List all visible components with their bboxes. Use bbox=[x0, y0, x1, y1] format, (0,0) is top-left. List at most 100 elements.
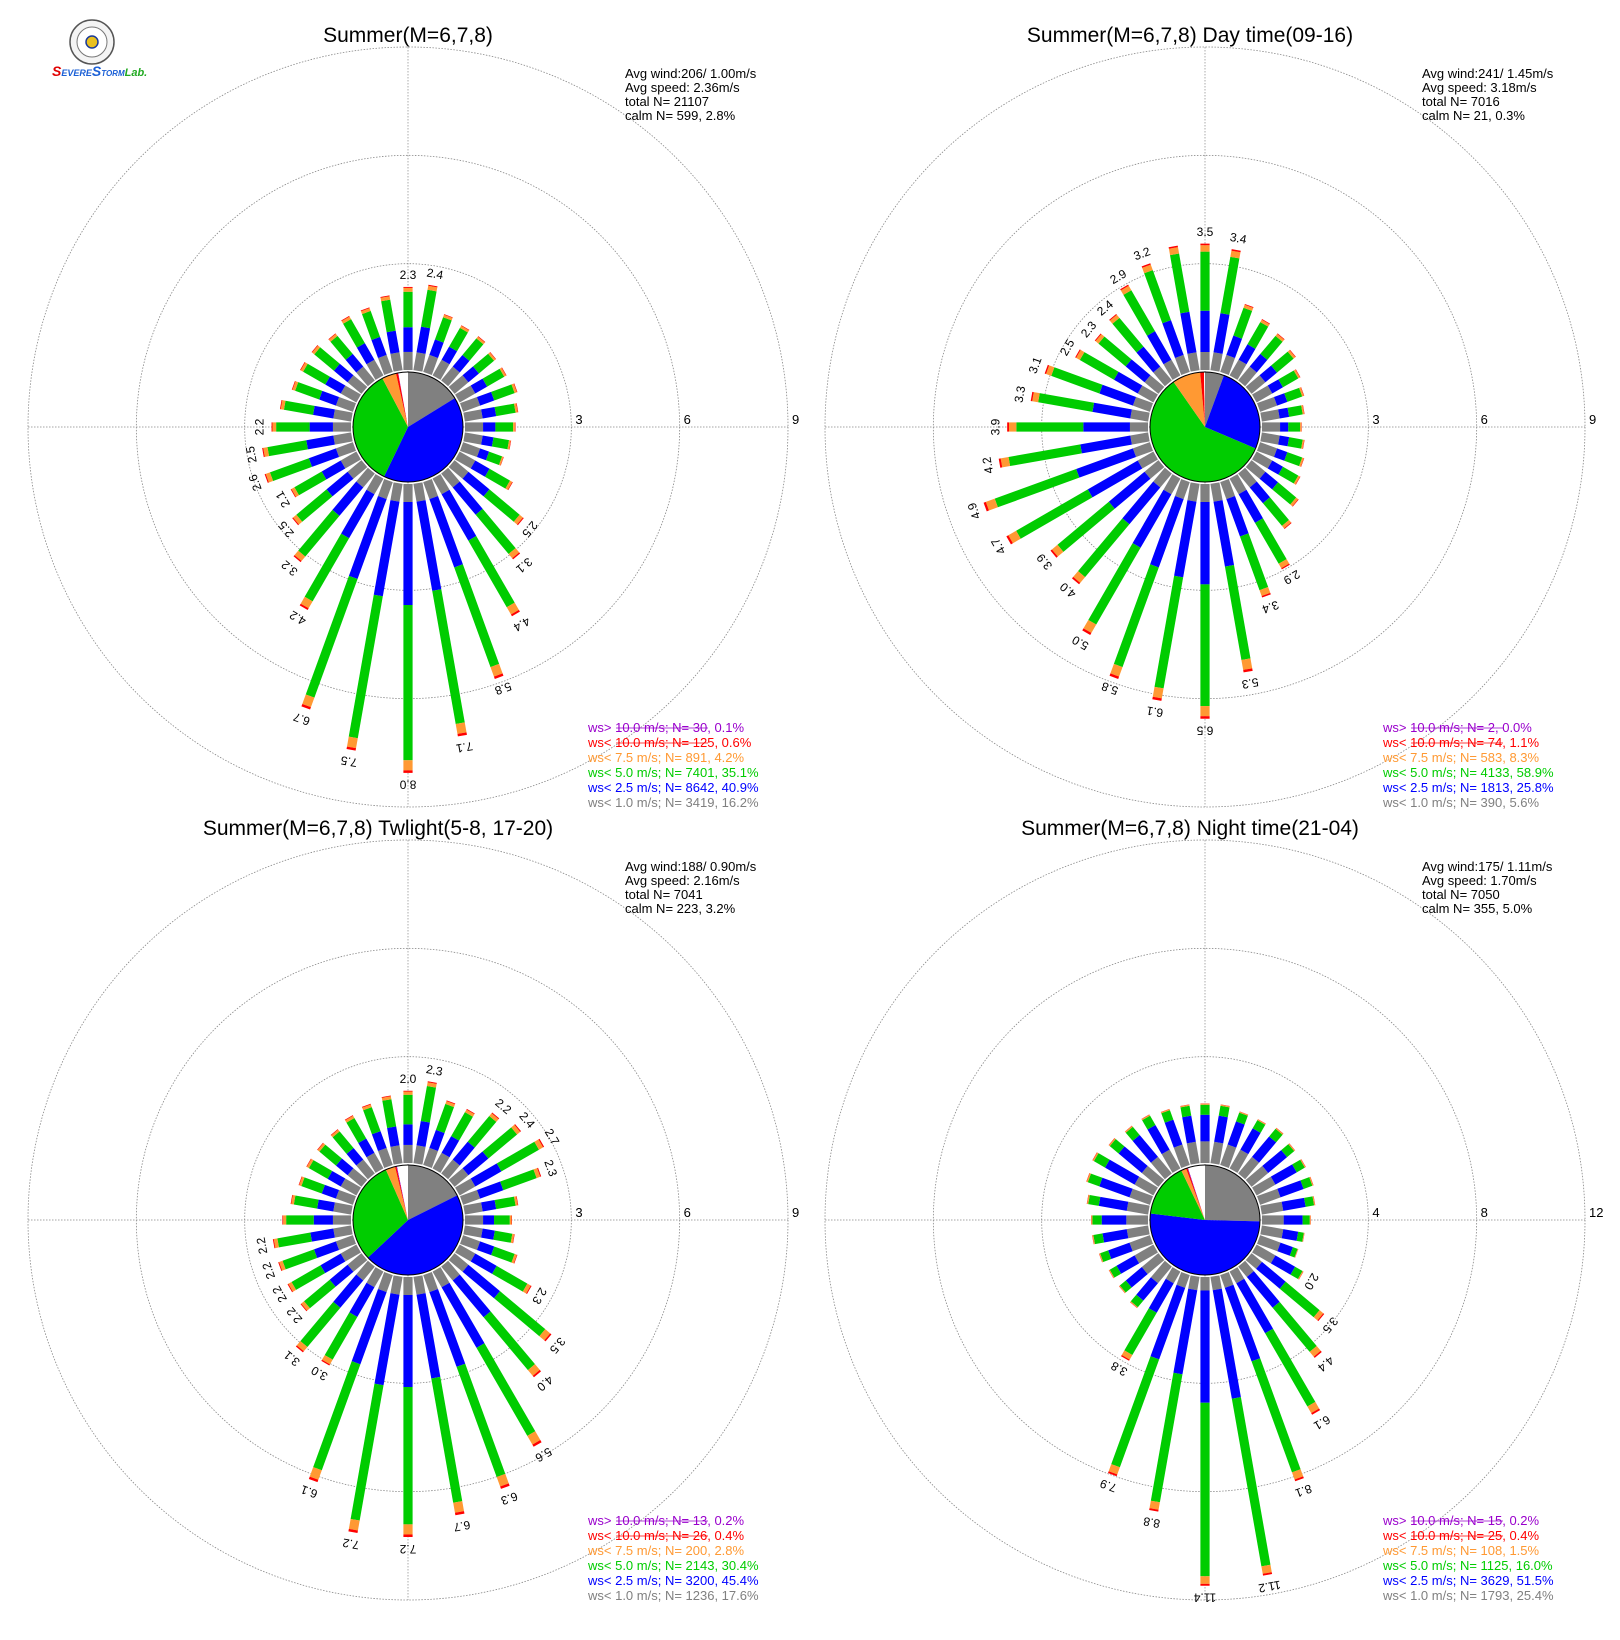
pie-slice-calm bbox=[1188, 1165, 1205, 1220]
bar-segment-lt7_5 bbox=[1091, 1215, 1093, 1225]
bar-segment-lt10 bbox=[1284, 522, 1292, 529]
bar-segment-lt10 bbox=[1121, 1355, 1130, 1361]
bar-segment-lt2_5 bbox=[1136, 1277, 1158, 1301]
direction-bar: 8.0 bbox=[399, 484, 416, 792]
bar-segment-lt7_5 bbox=[1309, 1176, 1314, 1186]
bar-value-label: 6.5 bbox=[1196, 724, 1213, 738]
ring-label: 9 bbox=[792, 412, 799, 427]
bar-segment-lt7_5 bbox=[341, 316, 352, 324]
direction-bar: 2.4 bbox=[1094, 297, 1172, 387]
bar-segment-lt5 bbox=[1170, 253, 1190, 314]
bar-segment-lt2_5 bbox=[346, 1147, 364, 1166]
direction-bar bbox=[1160, 1108, 1190, 1169]
bar-segment-lt5 bbox=[491, 384, 515, 401]
bar-segment-lt2_5 bbox=[1122, 481, 1161, 525]
bar-segment-lt10 bbox=[1262, 1572, 1273, 1576]
bar-segment-lt2_5 bbox=[341, 489, 375, 539]
direction-bar: 3.3 bbox=[1012, 385, 1150, 422]
bar-segment-lt2_5 bbox=[462, 1264, 500, 1299]
bar-segment-lt10 bbox=[272, 1239, 276, 1249]
bar-segment-lt10 bbox=[507, 481, 513, 491]
bar-segment-lt1 bbox=[441, 1159, 460, 1180]
bar-segment-lt5 bbox=[286, 1215, 314, 1225]
bar-segment-lt7_5 bbox=[1119, 1285, 1126, 1294]
bar-segment-lt1 bbox=[1229, 359, 1247, 380]
bar-segment-lt7_5 bbox=[360, 308, 371, 315]
bar-segment-lt7_5 bbox=[443, 314, 453, 321]
bar-segment-lt5 bbox=[431, 1376, 463, 1503]
bar-segment-lt2_5 bbox=[481, 435, 494, 447]
bar-segment-lt7_5 bbox=[1120, 285, 1132, 295]
bar-segment-lt10 bbox=[1313, 1196, 1316, 1206]
bar-segment-lt5 bbox=[484, 468, 511, 489]
bar-segment-lt1 bbox=[340, 1244, 361, 1262]
bar-segment-lt5 bbox=[1279, 1281, 1320, 1318]
bar-segment-lt2_5 bbox=[481, 1200, 497, 1212]
bar-segment-lt7_5 bbox=[301, 1301, 310, 1311]
ring-label: 4 bbox=[1372, 1205, 1379, 1220]
bar-segment-lt5 bbox=[1109, 1265, 1122, 1278]
bar-segment-lt5 bbox=[403, 1094, 413, 1125]
bar-segment-lt5 bbox=[1272, 482, 1297, 505]
bar-segment-lt1 bbox=[403, 1277, 413, 1296]
bar-segment-lt5 bbox=[449, 327, 468, 352]
bar-segment-lt1 bbox=[1165, 1267, 1181, 1284]
ring-label: 3 bbox=[575, 412, 582, 427]
direction-bar bbox=[1260, 432, 1305, 449]
bar-segment-lt5 bbox=[1304, 1196, 1315, 1207]
bar-segment-lt2_5 bbox=[313, 405, 335, 419]
bar-segment-lt1 bbox=[378, 354, 393, 376]
legend-entry-lt10: ws< 10.0 m/s; N= 125, 0.6% bbox=[587, 735, 752, 750]
bar-segment-lt10 bbox=[403, 1090, 413, 1092]
bar-segment-lt10 bbox=[446, 1100, 456, 1105]
bar-segment-lt7_5 bbox=[291, 487, 299, 497]
bar-segment-lt5 bbox=[483, 489, 520, 522]
bar-segment-lt7_5 bbox=[527, 1364, 540, 1376]
bar-segment-lt5 bbox=[1093, 1153, 1110, 1168]
bar-segment-lt7_5 bbox=[1142, 264, 1153, 274]
ring-label: 9 bbox=[792, 1205, 799, 1220]
bar-segment-lt10 bbox=[361, 1103, 371, 1108]
direction-bar bbox=[1256, 442, 1305, 467]
bar-segment-lt7_5 bbox=[509, 1215, 512, 1225]
bar-segment-lt5 bbox=[1088, 1195, 1101, 1206]
bar-value-label: 4.0 bbox=[1057, 579, 1079, 601]
bar-segment-lt10 bbox=[1261, 319, 1270, 325]
bar-segment-lt1 bbox=[448, 1168, 469, 1187]
bar-segment-lt2_5 bbox=[462, 471, 490, 497]
bar-segment-lt1 bbox=[1141, 1253, 1165, 1275]
bar-segment-lt2_5 bbox=[1102, 1229, 1129, 1243]
direction-bar bbox=[1220, 1111, 1249, 1169]
bar-segment-lt5 bbox=[485, 451, 503, 465]
bar-segment-lt2_5 bbox=[1147, 331, 1172, 365]
bar-segment-lt2_5 bbox=[321, 1184, 340, 1199]
bar-segment-lt1 bbox=[413, 1145, 426, 1165]
bar-segment-lt2_5 bbox=[1226, 495, 1249, 537]
legend-entry-lt1: ws< 1.0 m/s; N= 3419, 16.2% bbox=[587, 795, 759, 810]
info-avg-wind: Avg wind:175/ 1.11m/s bbox=[1422, 859, 1553, 874]
bar-segment-lt7_5 bbox=[514, 1196, 518, 1206]
bar-segment-lt2_5 bbox=[1125, 1267, 1148, 1288]
info-calm: calm N= 21, 0.3% bbox=[1422, 108, 1525, 123]
bar-segment-lt5 bbox=[434, 317, 452, 343]
bar-segment-lt2_5 bbox=[1262, 1150, 1288, 1173]
bar-segment-lt10 bbox=[1239, 1111, 1249, 1115]
bar-segment-lt2_5 bbox=[1246, 1271, 1280, 1308]
direction-bar bbox=[432, 1108, 475, 1173]
bar-segment-lt7_5 bbox=[496, 1473, 509, 1487]
bar-segment-lt10 bbox=[1086, 1194, 1089, 1204]
bar-segment-lt2_5 bbox=[403, 502, 413, 605]
bar-value-label: 3.4 bbox=[1260, 598, 1281, 617]
bar-segment-lt5 bbox=[1287, 437, 1303, 449]
bar-segment-lt5 bbox=[1252, 1120, 1266, 1133]
bar-segment-lt10 bbox=[1302, 1232, 1305, 1242]
direction-bar bbox=[298, 1176, 357, 1205]
bar-segment-lt10 bbox=[1300, 458, 1305, 467]
bar-segment-lt10 bbox=[1094, 333, 1102, 342]
direction-bar bbox=[344, 1115, 384, 1173]
bar-segment-lt2_5 bbox=[1150, 1284, 1186, 1360]
bar-segment-lt7_5 bbox=[1259, 587, 1271, 597]
direction-bar bbox=[1141, 1114, 1181, 1173]
bar-segment-lt7_5 bbox=[1299, 457, 1304, 467]
bar-segment-lt7_5 bbox=[453, 1501, 465, 1513]
